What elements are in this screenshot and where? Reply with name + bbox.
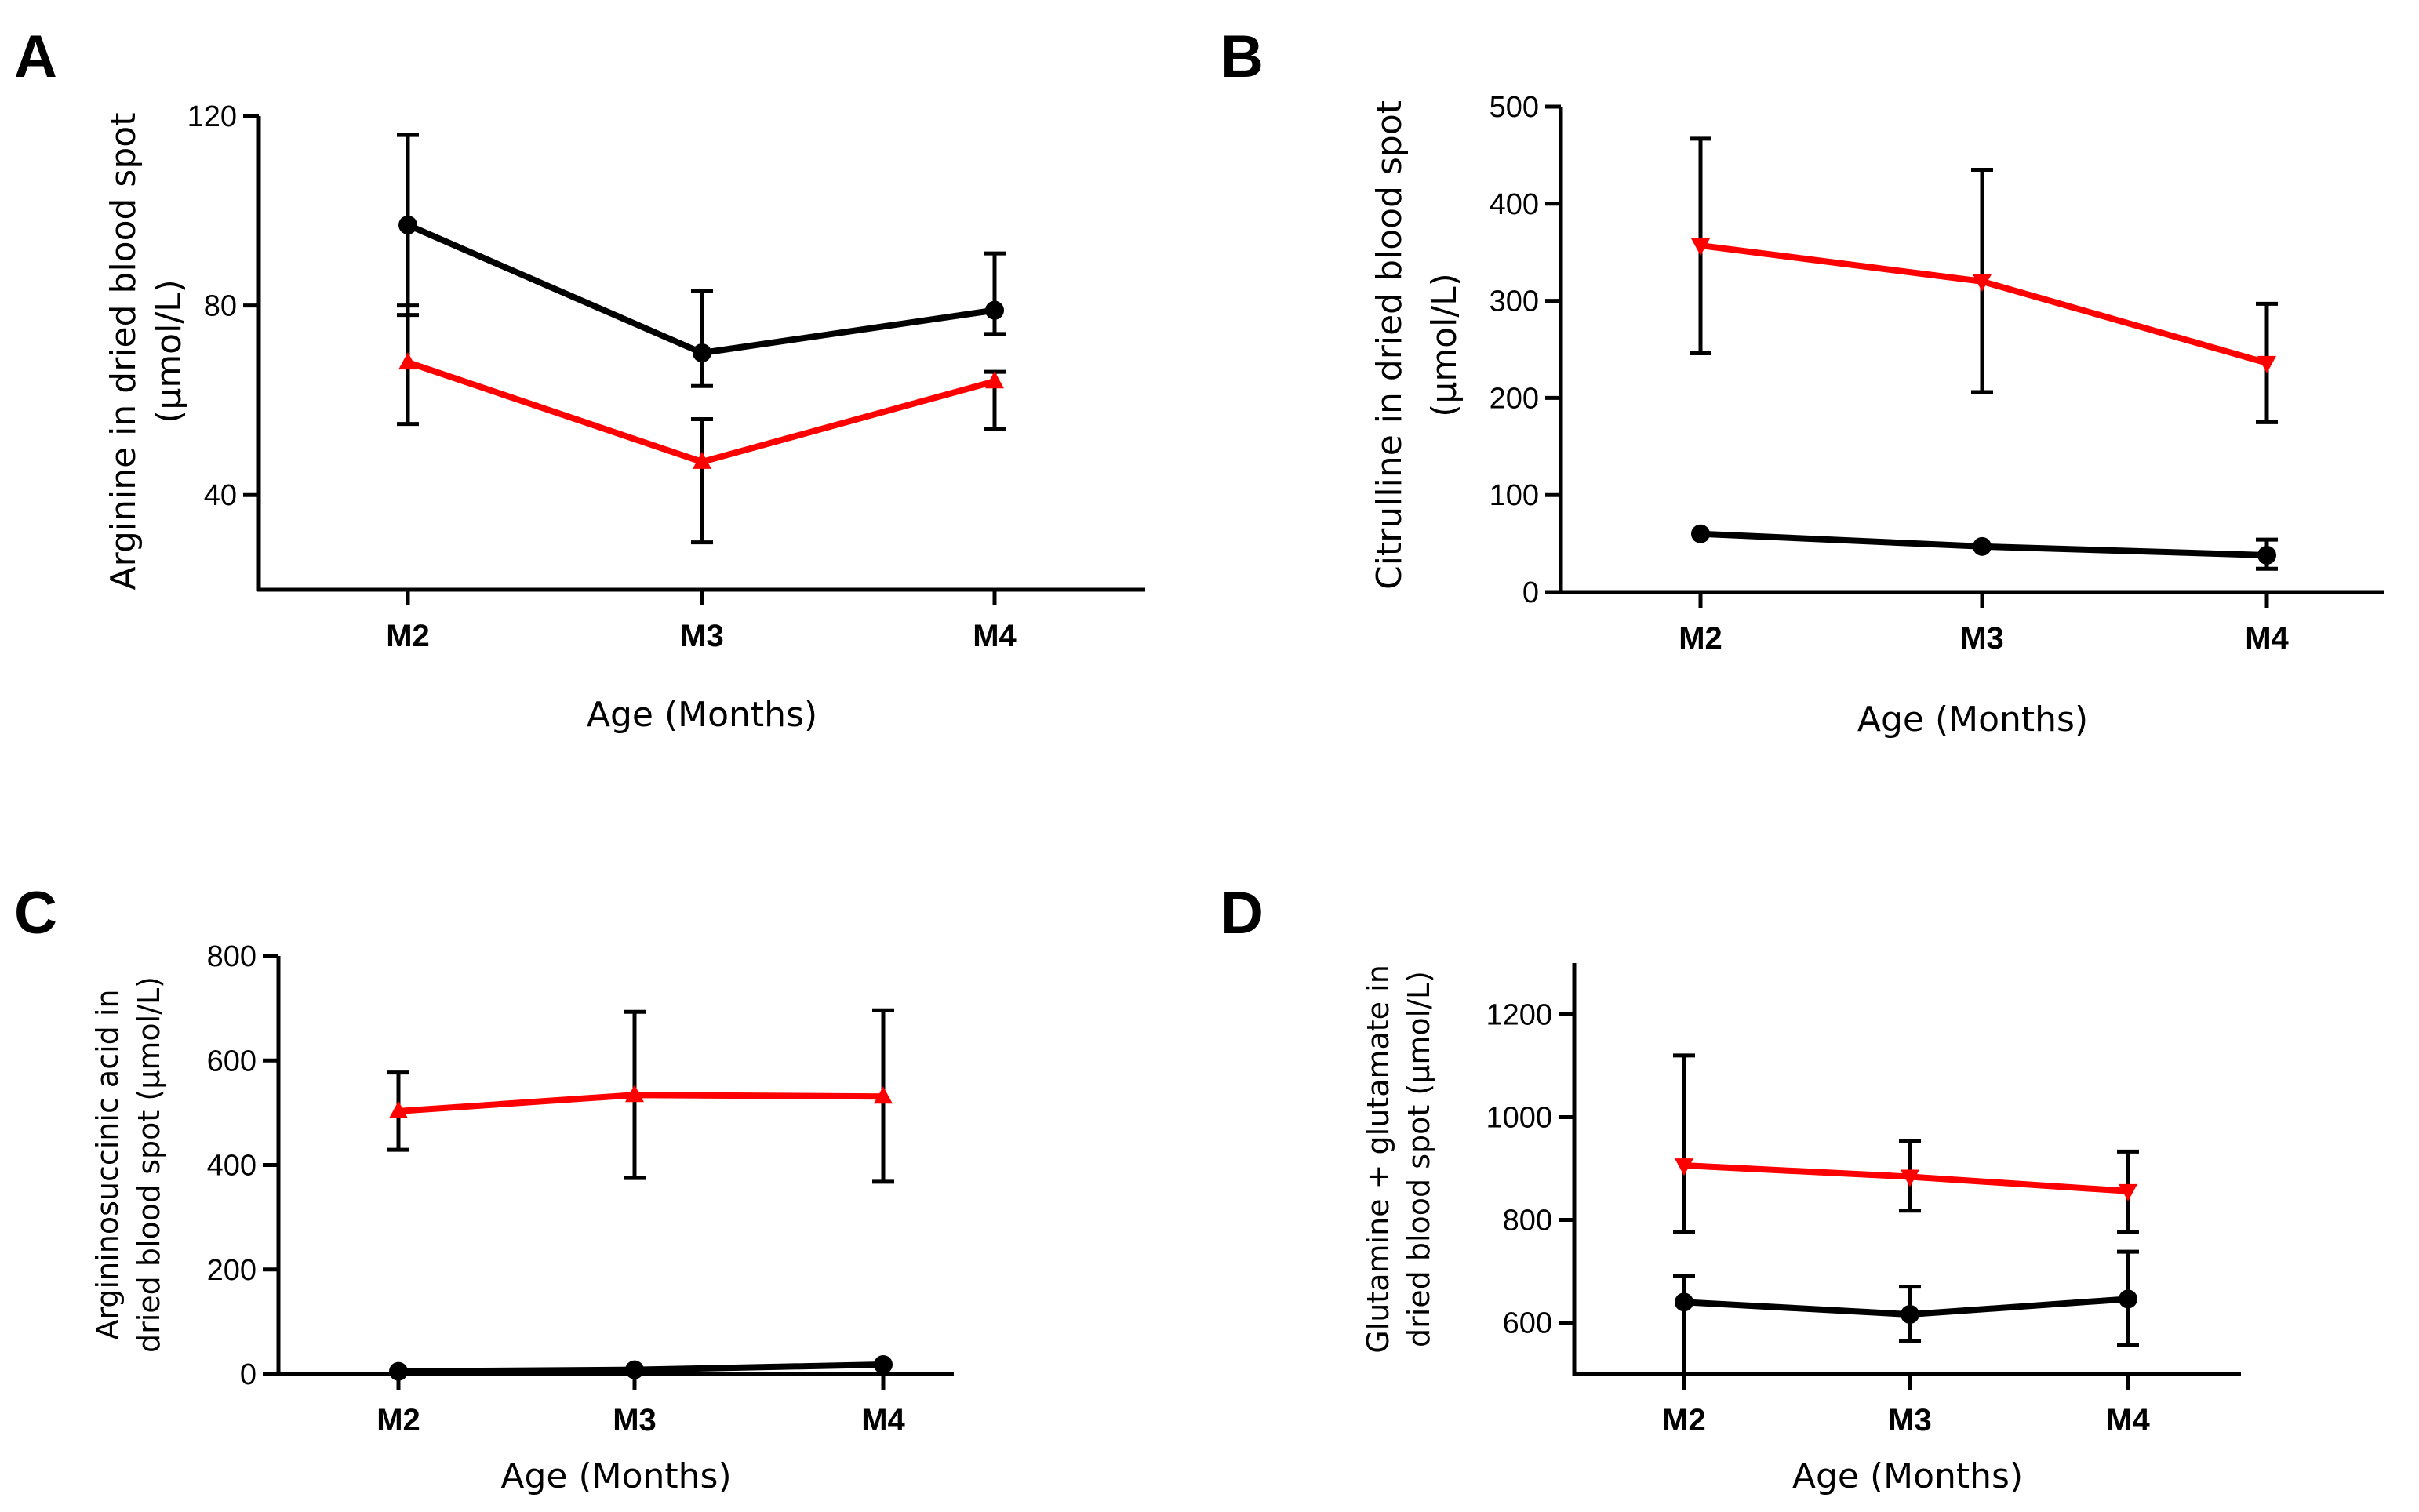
y-axis-title: Glutamine + glutamate in <box>1361 965 1395 1354</box>
data-point-treated <box>985 371 1004 389</box>
y-tick-label: 500 <box>1490 91 1539 124</box>
data-point-control <box>389 1361 408 1381</box>
panel-d: D 600 800 1000 1200 M2 M3 M4 Age (Months) Glutami… <box>1220 880 2241 1496</box>
y-tick-label: 600 <box>1503 1307 1552 1340</box>
y-tick-label: 200 <box>1490 382 1539 415</box>
y-axis-title: (µmol/L) <box>1424 273 1464 417</box>
data-point-control <box>1901 1305 1919 1325</box>
y-axis-title: (µmol/L) <box>149 279 189 423</box>
x-tick-label: M2 <box>1679 621 1722 656</box>
x-tick-label: M3 <box>680 619 724 653</box>
y-tick-label: 0 <box>240 1358 256 1391</box>
data-point-control <box>1973 536 1992 556</box>
y-tick-label: 100 <box>1490 479 1539 512</box>
data-point-control <box>693 343 711 362</box>
y-tick-label: 400 <box>1490 188 1539 221</box>
y-tick-label: 200 <box>207 1254 256 1287</box>
data-point-treated <box>693 451 711 469</box>
data-point-control <box>2257 545 2276 565</box>
data-point-control <box>398 215 417 234</box>
data-point-treated <box>1973 274 1992 292</box>
x-tick-label: M2 <box>376 1403 420 1437</box>
y-tick-label: 0 <box>1522 576 1539 609</box>
data-point-control <box>874 1355 893 1375</box>
y-tick-label: 1000 <box>1486 1102 1552 1135</box>
data-point-treated <box>398 352 417 370</box>
data-point-treated <box>1691 238 1710 256</box>
x-axis-title: Age (Months) <box>587 695 817 735</box>
data-point-treated <box>874 1086 893 1104</box>
y-tick-label: 800 <box>1503 1205 1552 1238</box>
y-tick-label: 300 <box>1490 285 1539 318</box>
x-tick-label: M4 <box>973 619 1017 653</box>
panel-a: A 40 80 120 M2 M3 M4 Age (Months) Arginine in dr… <box>14 24 1145 735</box>
data-point-control <box>625 1360 644 1379</box>
y-axis-title: dried blood spot (µmol/L) <box>1402 971 1436 1347</box>
x-tick-label: M3 <box>1888 1403 1932 1437</box>
x-tick-label: M3 <box>613 1403 657 1437</box>
y-axis-title: dried blood spot (µmol/L) <box>132 976 166 1353</box>
y-axis-title: Argininosuccinic acid in <box>90 989 125 1339</box>
data-point-treated <box>2257 355 2276 373</box>
y-tick-label: 80 <box>204 290 237 323</box>
x-tick-label: M2 <box>386 619 430 653</box>
y-tick-label: 400 <box>207 1150 256 1183</box>
x-axis-title: Age (Months) <box>1857 700 2088 740</box>
panel-letter: C <box>14 880 57 947</box>
panel-b: B 0 100 200 300 400 500 M2 M3 M4 Age (Months) Citru… <box>1220 24 2384 740</box>
x-tick-label: M4 <box>2245 621 2289 656</box>
data-point-treated <box>1675 1158 1693 1176</box>
data-point-treated <box>2119 1183 2137 1201</box>
y-axis-title: Arginine in dried blood spot <box>104 113 144 591</box>
x-axis-title: Age (Months) <box>1792 1456 2023 1496</box>
panel-c: C 0 200 400 600 800 M2 M3 M4 Age (Months) Arginino… <box>14 880 954 1496</box>
data-point-control <box>1691 524 1710 543</box>
y-axis-title: Citrulline in dried blood spot <box>1370 100 1410 590</box>
panel-letter: B <box>1220 24 1264 90</box>
data-point-treated <box>625 1085 644 1103</box>
data-point-control <box>2119 1289 2137 1309</box>
y-tick-label: 40 <box>204 479 237 512</box>
x-tick-label: M4 <box>2106 1403 2150 1437</box>
x-tick-label: M3 <box>1960 621 2004 656</box>
x-axis-title: Age (Months) <box>500 1456 731 1496</box>
data-point-treated <box>1901 1169 1919 1187</box>
y-tick-label: 800 <box>207 940 256 973</box>
x-tick-label: M2 <box>1662 1403 1706 1437</box>
y-tick-label: 600 <box>207 1045 256 1078</box>
x-tick-label: M4 <box>861 1403 905 1437</box>
panel-letter: D <box>1220 880 1264 947</box>
data-point-control <box>985 300 1004 320</box>
y-tick-label: 1200 <box>1486 999 1552 1032</box>
data-point-treated <box>389 1100 408 1118</box>
data-point-control <box>1675 1292 1693 1312</box>
y-tick-label: 120 <box>187 100 237 133</box>
panel-letter: A <box>14 24 57 90</box>
